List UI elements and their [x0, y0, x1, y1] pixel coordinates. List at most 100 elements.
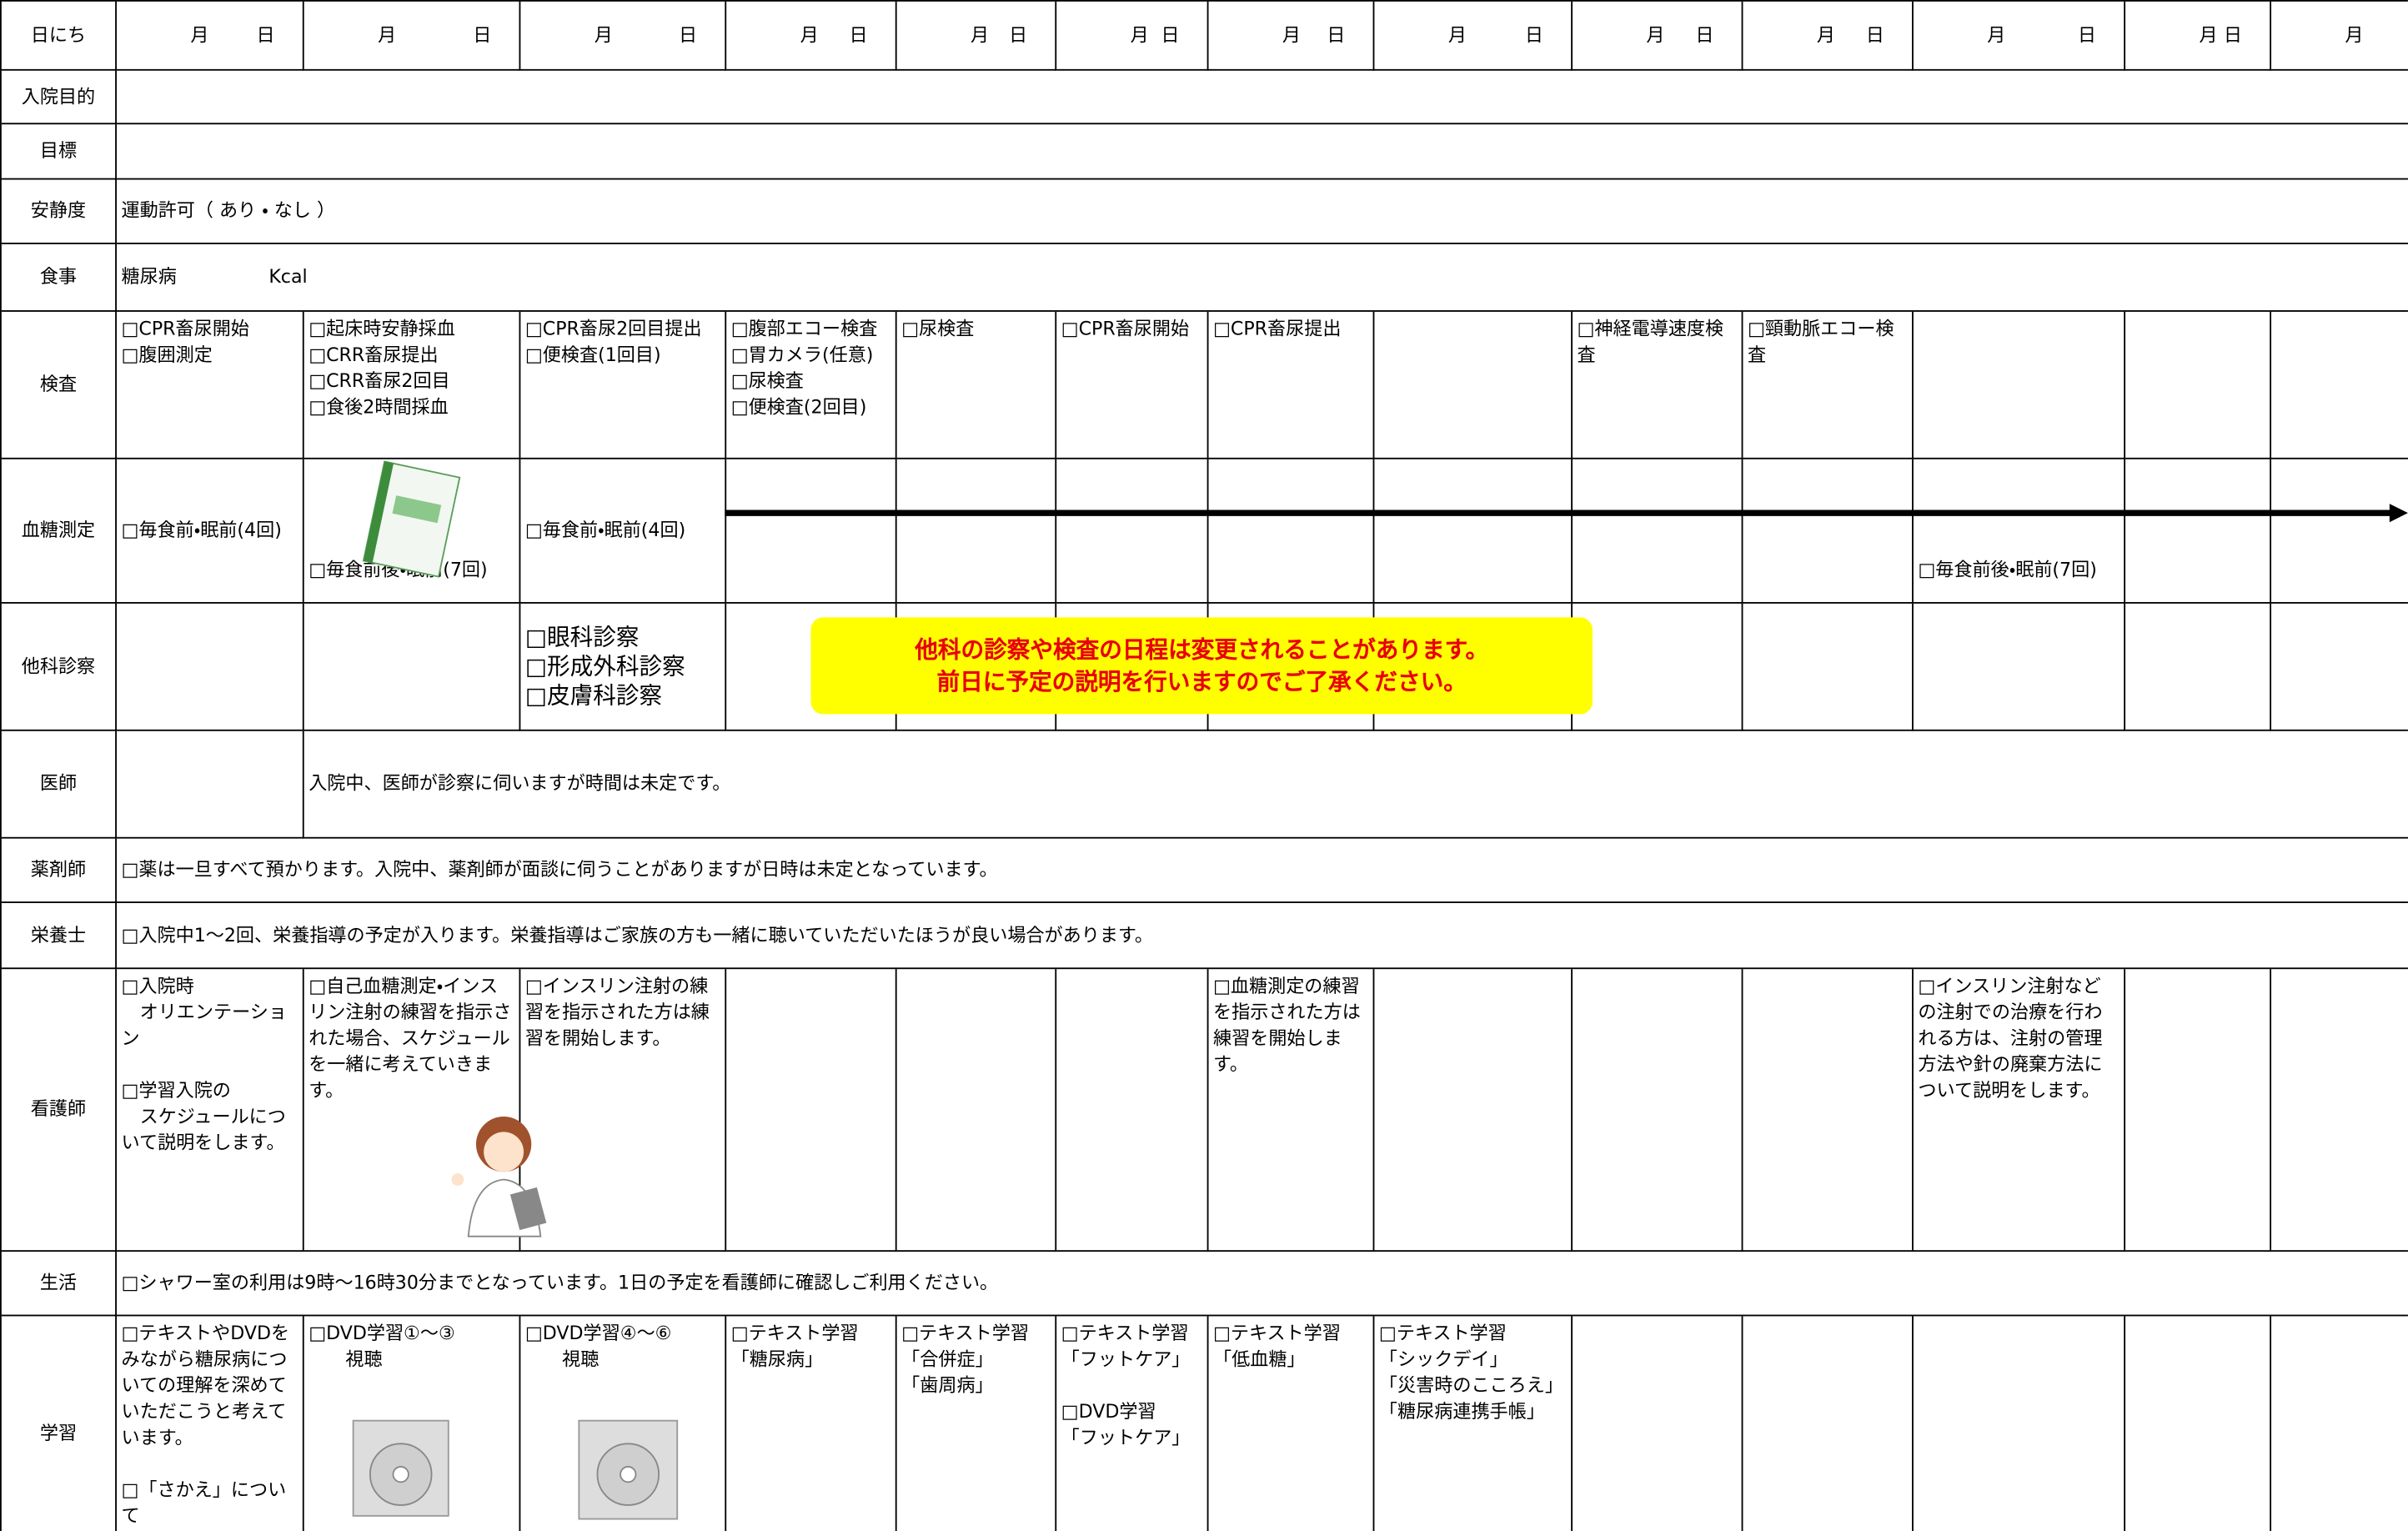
schedule-cell: [2271, 459, 2408, 604]
row-label: 医師: [1, 730, 117, 839]
cell-text: □眼科診察 □形成外科診察 □皮膚科診察: [524, 622, 685, 709]
cell-text: □尿検査: [901, 318, 975, 340]
day-label: 日: [256, 23, 275, 46]
month-label: 月: [800, 23, 819, 46]
row-label: 食事: [1, 243, 117, 312]
date-header: 月日: [116, 1, 304, 71]
span-cell: 運動許可（ あり ・ なし ）: [116, 179, 2408, 244]
row-label: 学習: [2, 1316, 117, 1531]
month-label: 月: [1447, 23, 1467, 46]
schedule-cell: [2125, 969, 2272, 1252]
row-label: 検査: [1, 311, 117, 459]
day-label: 日: [1695, 23, 1714, 46]
schedule-cell: [2271, 312, 2408, 459]
schedule-cell: □テキストやDVDをみながら糖尿病についての理解を深めていただこうと考えています…: [117, 1316, 304, 1531]
schedule-cell: □毎食前後・眠前(7回): [304, 459, 521, 604]
schedule-cell: [1743, 459, 1914, 604]
schedule-cell: □DVD学習①～③ 視聴: [304, 1316, 521, 1531]
date-header: 月日: [2125, 1, 2272, 71]
notice-banner: 他科の診察や検査の日程は変更されることがあります。 前日に予定の説明を行いますの…: [810, 617, 1593, 715]
schedule-cell: [116, 603, 304, 731]
schedule-cell: □毎食前・眠前(4回): [116, 459, 304, 604]
date-header: 月日: [1374, 1, 1573, 71]
schedule-cell: [1573, 603, 1743, 731]
schedule-cell: □腹部エコー検査 □胃カメラ(任意) □尿検査 □便検査(2回目): [726, 311, 897, 459]
cell-text: □DVD学習④～⑥ 視聴: [524, 1322, 672, 1370]
month-label: 月: [1816, 23, 1835, 46]
notice-line: 他科の診察や検査の日程は変更されることがあります。: [915, 635, 1489, 663]
month-label: 月: [594, 23, 613, 46]
schedule-cell: □CPR畜尿開始 □腹囲測定: [116, 311, 304, 459]
row-label: 生活: [1, 1252, 117, 1317]
cell-text: □毎食前・眠前(4回): [524, 519, 686, 541]
schedule-cell: [2271, 1316, 2408, 1531]
cell-text: □薬は一旦すべて預かります。入院中、薬剤師が面談に伺うことがありますが日時は未定…: [121, 858, 998, 881]
cell-text: □血糖測定の練習を指示された方は練習を開始します。: [1213, 975, 1361, 1076]
cell-text: □インスリン注射の練習を指示された方は練習を開始します。: [524, 975, 710, 1049]
cell-text: 運動許可（ あり ・ なし ）: [121, 199, 336, 222]
schedule-cell: □テキスト学習 「フットケア」 □DVD学習 「フットケア」: [1056, 1316, 1209, 1531]
schedule-cell: [304, 603, 521, 731]
day-label: 日: [2077, 23, 2097, 46]
date-header: 月日: [1743, 1, 1914, 71]
schedule-cell: [1913, 603, 2126, 731]
schedule-cell: [896, 969, 1057, 1252]
schedule-cell: [1208, 459, 1375, 604]
schedule-cell: [726, 459, 897, 604]
schedule-cell: [1374, 969, 1573, 1252]
schedule-cell: [1056, 459, 1209, 604]
header-label: 日にち: [1, 1, 117, 71]
date-header: 月日: [1913, 1, 2126, 71]
schedule-cell: □入院時 オリエンテーション □学習入院の スケジュールについて説明をします。: [116, 969, 304, 1252]
cell-text: □テキスト学習 「合併症」 「歯周病」: [901, 1322, 1029, 1397]
schedule-cell: [896, 459, 1057, 604]
cell-text: □毎食前後・眠前(7回): [1918, 559, 2097, 581]
schedule-cell: □CPR畜尿提出: [1208, 311, 1375, 459]
schedule-cell: [2271, 604, 2408, 731]
day-label: 日: [1327, 23, 1346, 46]
cell-text: □頸動脈エコー検査: [1747, 318, 1894, 366]
cell-text: □腹部エコー検査 □胃カメラ(任意) □尿検査 □便検査(2回目): [730, 318, 878, 418]
cell-text: □学習入院の スケジュールについて説明をします。: [121, 1079, 286, 1154]
cell-text: □入院中1～2回、栄養指導の予定が入ります。栄養指導はご家族の方も一緒に聴いてい…: [121, 923, 1153, 946]
schedule-cell: [2125, 1316, 2272, 1531]
schedule-cell: [1743, 603, 1914, 731]
day-label: 日: [1009, 23, 1028, 46]
month-label: 月: [190, 23, 209, 46]
day-label: 日: [1161, 23, 1180, 46]
row-label: 栄養士: [1, 902, 117, 970]
schedule-cell: □CPR畜尿2回目提出 □便検査(1回目): [520, 311, 727, 459]
schedule-cell: [1573, 459, 1743, 604]
schedule-cell: □テキスト学習 「シックデイ」 「災害時のこころえ」 「糖尿病連携手帳」: [1374, 1316, 1573, 1531]
month-label: 月: [378, 23, 397, 46]
schedule-cell: [1573, 969, 1743, 1252]
schedule-cell: [1743, 1316, 1914, 1531]
schedule-cell: □毎食前・眠前(4回): [520, 459, 727, 604]
cell-text: □CPR畜尿提出: [1213, 318, 1342, 340]
span-cell: □薬は一旦すべて預かります。入院中、薬剤師が面談に伺うことがありますが日時は未定…: [116, 839, 2408, 903]
schedule-cell: [1374, 459, 1573, 604]
span-cell: [116, 71, 2408, 125]
cell-text: 入院中、医師が診察に伺いますが時間は未定です。: [309, 772, 731, 795]
cell-text: □起床時安静採血 □CRR畜尿提出 □CRR畜尿2回目 □食後2時間採血: [309, 318, 455, 418]
schedule-cell: [2125, 459, 2272, 604]
row-label: 入院目的: [1, 70, 117, 125]
span-cell: 入院中、医師が診察に伺いますが時間は未定です。: [304, 731, 2408, 839]
schedule-cell: [1913, 311, 2126, 459]
date-header: 月日: [896, 1, 1057, 71]
day-label: 日: [473, 23, 492, 46]
schedule-cell: □神経電導速度検査: [1573, 311, 1743, 459]
schedule-cell: [1743, 969, 1914, 1252]
cell-text: □CPR畜尿2回目提出 □便検査(1回目): [524, 318, 702, 366]
cell-text: □毎食前後・眠前(7回): [309, 559, 488, 581]
cell-text: □入院時 オリエンテーション: [121, 975, 287, 1049]
month-label: 月: [1987, 23, 2006, 46]
cell-text: □シャワー室の利用は9時～16時30分までとなっています。1日の予定を看護師に確…: [121, 1272, 999, 1293]
schedule-cell: □自己血糖測定・インスリン注射の練習を指示された場合、スケジュールを一緒に考えて…: [304, 969, 521, 1252]
schedule-cell: [1914, 1316, 2126, 1531]
schedule-cell: [116, 730, 304, 839]
schedule-cell: [726, 969, 897, 1252]
